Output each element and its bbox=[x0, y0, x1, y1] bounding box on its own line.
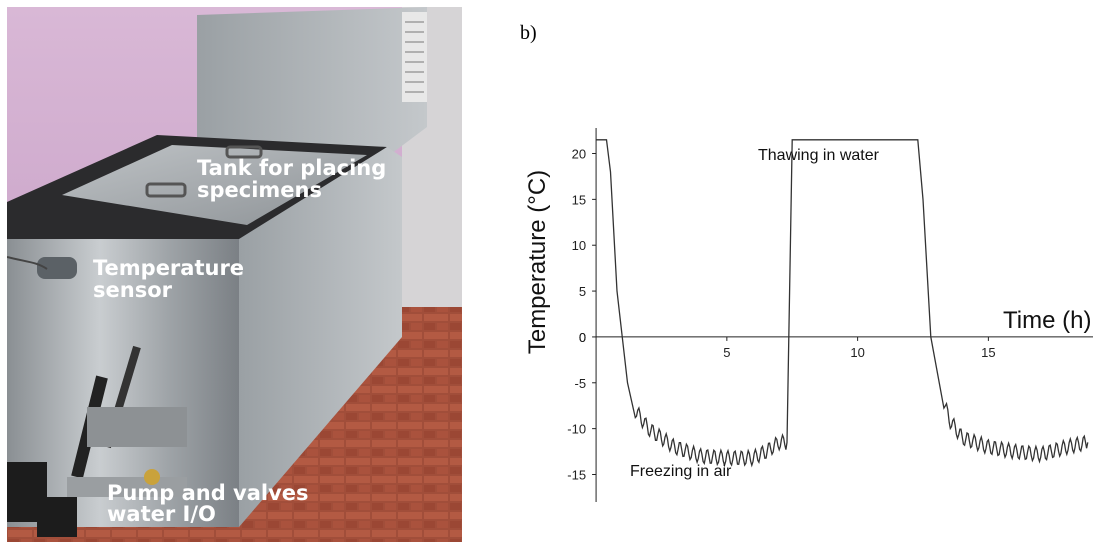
y-tick-label: 5 bbox=[579, 284, 586, 299]
caption-pump-line1: Pump and valves bbox=[107, 481, 309, 505]
pump-valves bbox=[7, 345, 187, 537]
y-tick-label: 0 bbox=[579, 330, 586, 345]
x-tick-label: 10 bbox=[850, 345, 864, 360]
caption-pump-line2: water I/O bbox=[107, 502, 216, 526]
x-tick-label: 15 bbox=[981, 345, 995, 360]
y-tick-label: -5 bbox=[575, 376, 587, 391]
tank-side bbox=[239, 147, 402, 527]
y-tick-label: 20 bbox=[572, 147, 586, 162]
caption-sensor-line2: sensor bbox=[93, 278, 173, 302]
y-tick-label: 0 bbox=[579, 330, 586, 345]
caption-sensor-line1: Temperature bbox=[93, 256, 244, 280]
caption-tank-line1: Tank for placing bbox=[197, 156, 386, 180]
temperature-chart: 20 15 10 5 0 -5 -10 -15 0 5 10 15 Temperature (°C) … bbox=[505, 0, 1095, 542]
tank-lid bbox=[62, 145, 367, 225]
y-axis-title: Temperature (°C) bbox=[524, 170, 551, 354]
annotation-thawing: Thawing in water bbox=[758, 147, 880, 164]
chart-axes bbox=[595, 128, 1093, 502]
caption-tank-line2: specimens bbox=[197, 178, 322, 202]
x-axis-title: Time (h) bbox=[1003, 307, 1091, 334]
temperature-series-line bbox=[596, 139, 1089, 468]
y-tick-label: -15 bbox=[567, 467, 586, 482]
y-tick-label: -10 bbox=[567, 422, 586, 437]
panel-b-label: b) bbox=[520, 22, 537, 44]
y-tick-label: 10 bbox=[572, 238, 586, 253]
annotation-freezing: Freezing in air bbox=[630, 463, 732, 480]
y-tick-label: 15 bbox=[572, 192, 586, 207]
sensor-pipe bbox=[37, 257, 77, 279]
apparatus-photo: Tank for placing specimens Temperature s… bbox=[7, 7, 462, 542]
chiller-unit bbox=[197, 7, 427, 157]
x-tick-label: 5 bbox=[723, 345, 730, 360]
